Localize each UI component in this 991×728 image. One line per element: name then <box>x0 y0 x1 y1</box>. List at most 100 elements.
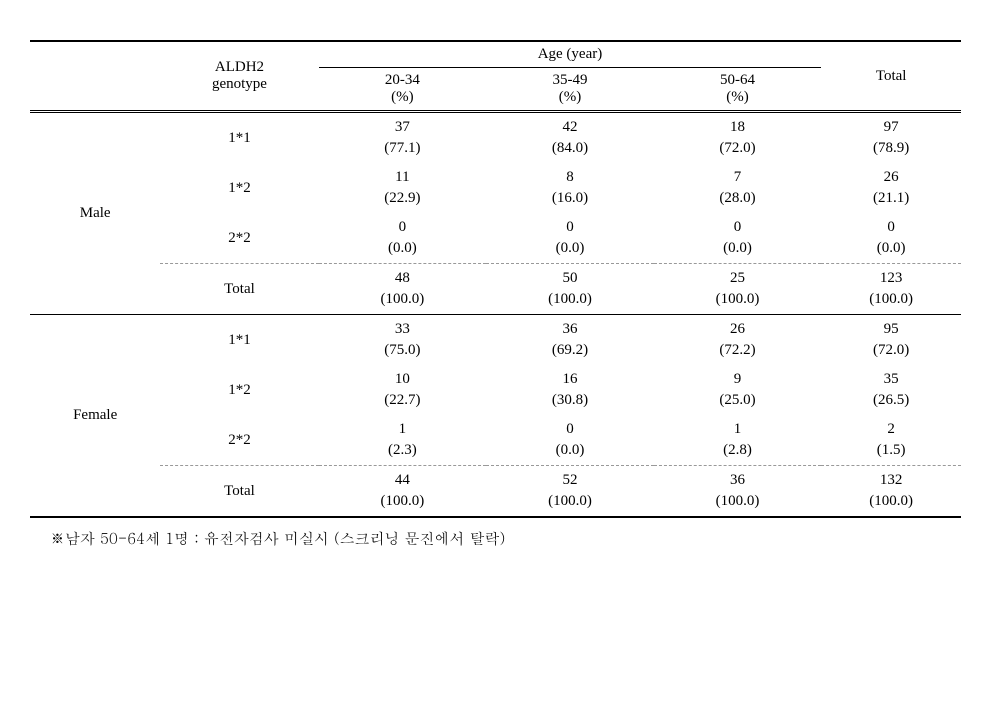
value-n: 36 <box>494 319 646 340</box>
age-cell: 10(22.7) <box>319 365 487 415</box>
value-n: 42 <box>494 117 646 138</box>
genotype-cell: 2*2 <box>160 213 318 264</box>
value-n: 8 <box>494 167 646 188</box>
genotype-cell: 1*1 <box>160 112 318 164</box>
age-cell: 0(0.0) <box>319 213 487 264</box>
age-unit-0: (%) <box>327 89 479 106</box>
value-n: 48 <box>327 268 479 289</box>
total-cell: 35(26.5) <box>821 365 961 415</box>
value-pct: (2.3) <box>327 440 479 461</box>
value-n: 0 <box>494 419 646 440</box>
age-cell: 33(75.0) <box>319 315 487 366</box>
age-cell: 36(69.2) <box>486 315 654 366</box>
value-pct: (22.9) <box>327 188 479 209</box>
value-pct: (22.7) <box>327 390 479 411</box>
value-n: 26 <box>829 167 953 188</box>
table-row: Total44(100.0)52(100.0)36(100.0)132(100.… <box>30 466 961 518</box>
age-cell: 9(25.0) <box>654 365 822 415</box>
value-n: 33 <box>327 319 479 340</box>
value-pct: (21.1) <box>829 188 953 209</box>
table-header: ALDH2 genotype Age (year) Total 20-34 (%… <box>30 41 961 112</box>
header-age-col-1: 35-49 (%) <box>486 68 654 112</box>
header-age-col-2: 50-64 (%) <box>654 68 822 112</box>
genotype-label-line1: ALDH2 <box>168 59 310 76</box>
value-n: 1 <box>327 419 479 440</box>
value-n: 36 <box>662 470 814 491</box>
value-pct: (26.5) <box>829 390 953 411</box>
value-n: 50 <box>494 268 646 289</box>
value-n: 123 <box>829 268 953 289</box>
genotype-label-line2: genotype <box>168 76 310 93</box>
total-cell: 97(78.9) <box>821 112 961 164</box>
value-n: 35 <box>829 369 953 390</box>
value-n: 44 <box>327 470 479 491</box>
genotype-cell: 1*1 <box>160 315 318 366</box>
age-unit-2: (%) <box>662 89 814 106</box>
table-row: Female1*133(75.0)36(69.2)26(72.2)95(72.0… <box>30 315 961 366</box>
genotype-cell: Total <box>160 264 318 315</box>
value-n: 16 <box>494 369 646 390</box>
age-cell: 16(30.8) <box>486 365 654 415</box>
sex-label: Female <box>30 315 160 518</box>
age-cell: 25(100.0) <box>654 264 822 315</box>
value-pct: (72.2) <box>662 340 814 361</box>
value-n: 95 <box>829 319 953 340</box>
genotype-cell: Total <box>160 466 318 518</box>
age-range-1: 35-49 <box>494 72 646 89</box>
value-pct: (100.0) <box>662 289 814 310</box>
value-pct: (100.0) <box>327 289 479 310</box>
value-n: 10 <box>327 369 479 390</box>
value-n: 0 <box>327 217 479 238</box>
header-age-col-0: 20-34 (%) <box>319 68 487 112</box>
age-cell: 42(84.0) <box>486 112 654 164</box>
value-pct: (100.0) <box>829 491 953 512</box>
value-pct: (72.0) <box>662 138 814 159</box>
value-n: 18 <box>662 117 814 138</box>
value-pct: (100.0) <box>494 491 646 512</box>
sex-label: Male <box>30 112 160 315</box>
value-pct: (100.0) <box>494 289 646 310</box>
age-cell: 50(100.0) <box>486 264 654 315</box>
header-total: Total <box>821 41 961 112</box>
value-n: 7 <box>662 167 814 188</box>
age-cell: 0(0.0) <box>486 213 654 264</box>
header-genotype: ALDH2 genotype <box>160 41 318 112</box>
age-cell: 44(100.0) <box>319 466 487 518</box>
value-n: 0 <box>829 217 953 238</box>
age-range-2: 50-64 <box>662 72 814 89</box>
value-pct: (69.2) <box>494 340 646 361</box>
table-row: 2*20(0.0)0(0.0)0(0.0)0(0.0) <box>30 213 961 264</box>
age-cell: 8(16.0) <box>486 163 654 213</box>
age-cell: 1(2.8) <box>654 415 822 466</box>
table-body: Male1*137(77.1)42(84.0)18(72.0)97(78.9)1… <box>30 112 961 518</box>
value-pct: (0.0) <box>662 238 814 259</box>
value-pct: (100.0) <box>662 491 814 512</box>
total-cell: 123(100.0) <box>821 264 961 315</box>
value-n: 11 <box>327 167 479 188</box>
value-n: 9 <box>662 369 814 390</box>
value-pct: (77.1) <box>327 138 479 159</box>
value-n: 132 <box>829 470 953 491</box>
age-unit-1: (%) <box>494 89 646 106</box>
value-n: 52 <box>494 470 646 491</box>
table-row: Total48(100.0)50(100.0)25(100.0)123(100.… <box>30 264 961 315</box>
footnote-text: ※남자 50-64세 1명 : 유전자검사 미실시 (스크리닝 문진에서 탈락) <box>30 528 961 549</box>
value-pct: (28.0) <box>662 188 814 209</box>
age-cell: 0(0.0) <box>654 213 822 264</box>
value-pct: (30.8) <box>494 390 646 411</box>
value-pct: (84.0) <box>494 138 646 159</box>
genotype-cell: 1*2 <box>160 365 318 415</box>
value-pct: (75.0) <box>327 340 479 361</box>
total-cell: 26(21.1) <box>821 163 961 213</box>
age-cell: 7(28.0) <box>654 163 822 213</box>
total-cell: 132(100.0) <box>821 466 961 518</box>
value-pct: (78.9) <box>829 138 953 159</box>
age-cell: 11(22.9) <box>319 163 487 213</box>
age-cell: 37(77.1) <box>319 112 487 164</box>
value-pct: (0.0) <box>327 238 479 259</box>
age-cell: 0(0.0) <box>486 415 654 466</box>
age-cell: 26(72.2) <box>654 315 822 366</box>
value-n: 97 <box>829 117 953 138</box>
header-age-group: Age (year) <box>319 41 822 68</box>
total-cell: 0(0.0) <box>821 213 961 264</box>
